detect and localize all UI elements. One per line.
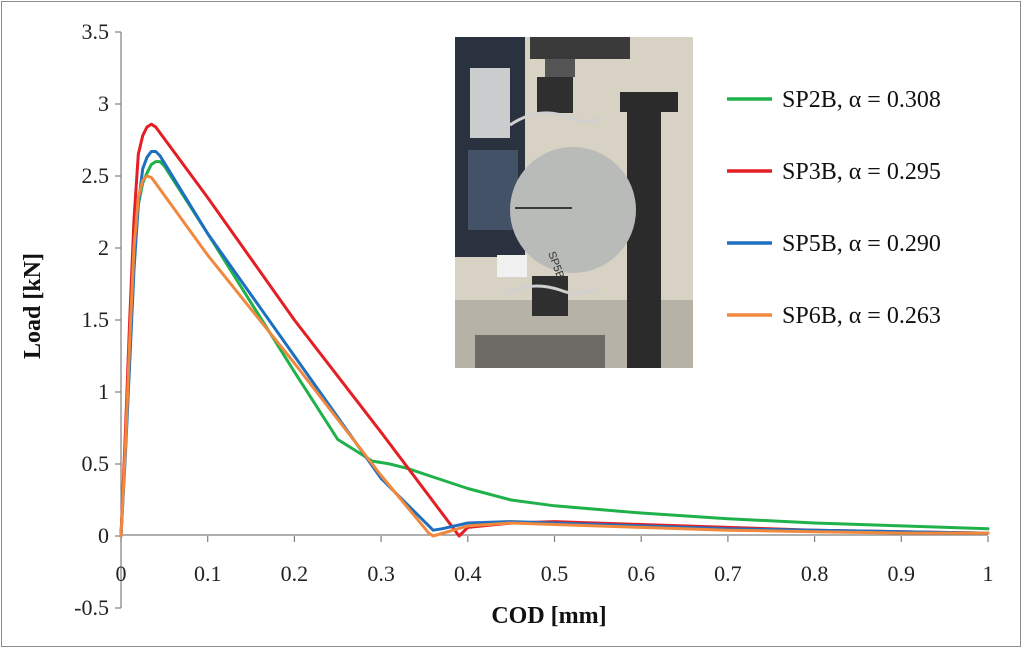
legend: SP2B, α = 0.308 SP3B, α = 0.295 SP5B, α = … <box>727 87 941 329</box>
specimen-photo: SP5B <box>455 37 693 368</box>
y-tick-label: 0 <box>98 523 109 548</box>
x-tick-label: 0.7 <box>714 561 742 586</box>
x-tick-label: 0.2 <box>281 561 309 586</box>
y-tick-label: 2.5 <box>82 163 110 188</box>
y-tick-label: -0.5 <box>74 595 109 620</box>
x-axis-title: COD [mm] <box>491 603 606 629</box>
x-tick-label: 0 <box>116 561 127 586</box>
y-tick-label: 3.5 <box>82 19 110 44</box>
x-tick-label: 0.8 <box>801 561 829 586</box>
y-tick-label: 1.5 <box>82 307 110 332</box>
y-tick-label: 3 <box>98 91 109 116</box>
x-tick-label: 1 <box>983 561 994 586</box>
y-tick-label: 1 <box>98 379 109 404</box>
series-layer <box>119 122 990 538</box>
x-tick-label: 0.5 <box>541 561 569 586</box>
x-tick-label: 0.3 <box>367 561 395 586</box>
legend-label: SP6B, α = 0.263 <box>782 303 941 329</box>
x-tick-label: 0.1 <box>194 561 222 586</box>
legend-label: SP2B, α = 0.308 <box>782 87 941 113</box>
series-line-4 <box>119 174 990 538</box>
x-tick-label: 0.6 <box>627 561 655 586</box>
x-tick-label: 0.4 <box>454 561 482 586</box>
y-axis-title: Load [kN] <box>20 253 46 359</box>
legend-label: SP3B, α = 0.295 <box>782 159 941 185</box>
y-tick-label: 0.5 <box>82 451 110 476</box>
y-tick-label: 2 <box>98 235 109 260</box>
legend-label: SP5B, α = 0.290 <box>782 231 941 257</box>
x-tick-label: 0.9 <box>888 561 916 586</box>
